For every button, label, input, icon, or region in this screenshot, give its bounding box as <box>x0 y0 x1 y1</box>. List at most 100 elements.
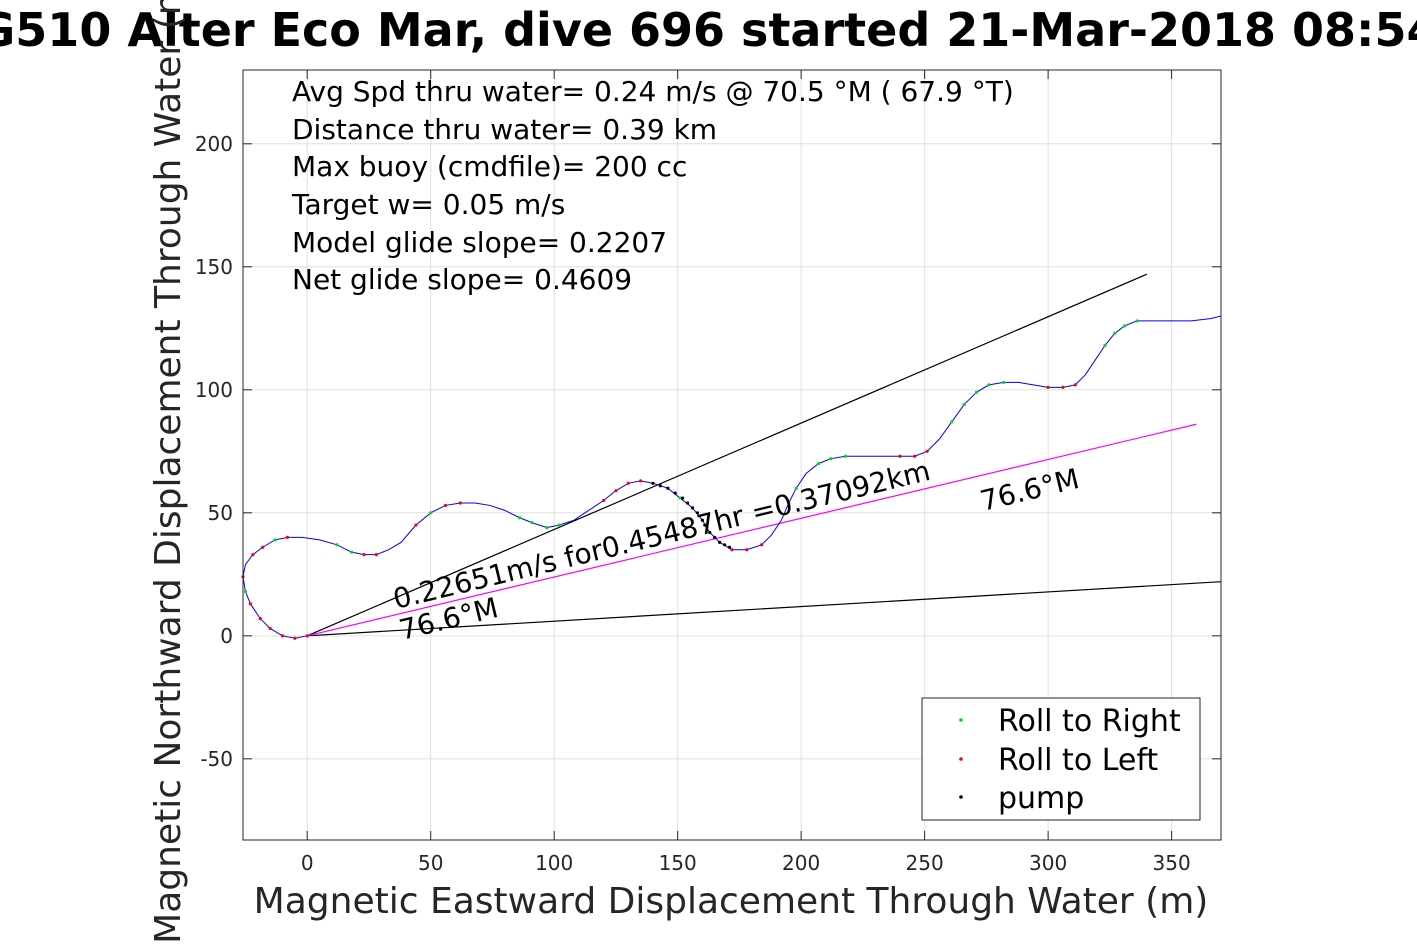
cone-line-lower <box>307 581 1222 637</box>
roll-right-point <box>678 496 682 500</box>
x-tick-label: 0 <box>301 851 314 875</box>
pump-point <box>690 506 695 510</box>
pump-point <box>718 540 722 544</box>
legend-label-pump: pump <box>998 781 1084 816</box>
roll-left-point <box>285 535 290 540</box>
x-tick-label: 300 <box>1029 851 1067 875</box>
pump-point <box>673 491 677 495</box>
roll-right-point <box>1135 319 1139 323</box>
legend-marker-roll-right <box>959 718 963 722</box>
info-target-w: Target w= 0.05 m/s <box>291 188 565 221</box>
pump-point <box>713 535 717 540</box>
roll-right-point <box>243 589 248 594</box>
cone-line-upper <box>306 273 1148 637</box>
pump-point <box>666 486 670 490</box>
pump-point <box>708 530 712 535</box>
roll-left-point <box>251 553 255 557</box>
legend-label-roll-right: Roll to Right <box>998 704 1181 739</box>
x-tick-label: 50 <box>418 851 443 875</box>
roll-right-point <box>974 390 979 394</box>
y-tick-label: 50 <box>208 501 233 525</box>
dive-info-text: Avg Spd thru water= 0.24 m/s @ 70.5 °M (… <box>291 75 1014 296</box>
grid-lines <box>243 70 1221 840</box>
roll-right-point <box>787 501 791 505</box>
roll-left-point <box>745 548 749 552</box>
roll-right-point <box>950 420 954 424</box>
tick-labels: 0 50 100 150 200 250 300 350 -50 0 50 100 150 200 <box>195 132 1191 875</box>
y-tick-label: 150 <box>195 255 233 279</box>
roll-right-point <box>962 402 966 407</box>
roll-left-point <box>443 503 448 508</box>
roll-right-point <box>816 462 821 466</box>
chart-title: G510 Alter Eco Mar, dive 696 started 21-… <box>0 3 1417 57</box>
roll-left-point <box>458 501 462 505</box>
x-tick-label: 150 <box>659 851 697 875</box>
cone-lines <box>306 273 1222 637</box>
roll-left-point <box>898 454 902 458</box>
roll-right-point <box>557 523 561 527</box>
roll-right-point <box>518 516 522 520</box>
legend-label-roll-left: Roll to Left <box>998 743 1158 778</box>
pump-point <box>658 484 662 488</box>
x-axis-label: Magnetic Eastward Displacement Through W… <box>254 881 1209 922</box>
pump-point <box>695 511 700 515</box>
roll-left-point <box>305 634 309 638</box>
legend-marker-pump <box>959 795 963 799</box>
roll-left-point <box>248 602 253 606</box>
x-tick-label: 200 <box>782 851 820 875</box>
y-tick-label: 0 <box>220 624 233 648</box>
roll-right-point <box>829 457 833 461</box>
roll-left-point <box>362 553 366 557</box>
roll-left-point <box>760 543 764 547</box>
roll-right-point <box>1103 343 1107 348</box>
pump-point <box>727 545 732 549</box>
info-max-buoy: Max buoy (cmdfile)= 200 cc <box>292 150 687 183</box>
roll-right-point <box>987 383 991 387</box>
info-avg-speed: Avg Spd thru water= 0.24 m/s @ 70.5 °M (… <box>292 75 1014 108</box>
roll-left-point <box>414 523 418 527</box>
x-tick-label: 350 <box>1153 851 1191 875</box>
track-markers <box>241 319 1139 640</box>
y-axis-label: Magnetic Northward Displacement Through … <box>148 0 189 944</box>
roll-left-point <box>280 634 285 638</box>
roll-right-point <box>335 543 339 547</box>
info-net-glide-slope: Net glide slope= 0.4609 <box>292 263 632 296</box>
pump-point <box>685 501 690 505</box>
info-model-glide-slope: Model glide slope= 0.2207 <box>292 226 667 259</box>
pump-point <box>703 523 707 527</box>
heading-line <box>307 423 1197 637</box>
roll-left-point <box>626 481 630 485</box>
roll-left-point <box>1061 385 1065 389</box>
x-tick-label: 250 <box>906 851 944 875</box>
roll-left-point <box>293 636 297 640</box>
pump-point <box>651 481 655 485</box>
roll-right-point <box>794 486 798 490</box>
roll-right-point <box>1113 331 1117 335</box>
roll-left-point <box>1073 383 1077 387</box>
pump-point <box>722 543 727 547</box>
roll-right-point <box>350 550 354 554</box>
roll-right-point <box>273 538 277 542</box>
roll-left-point <box>261 545 265 549</box>
pump-point <box>700 518 704 522</box>
roll-right-point <box>530 521 534 525</box>
info-distance: Distance thru water= 0.39 km <box>292 113 717 146</box>
roll-left-point <box>1046 385 1050 389</box>
y-tick-label: 200 <box>195 132 233 156</box>
legend: Roll to Right Roll to Left pump <box>921 697 1201 821</box>
plot-frame <box>242 69 1222 841</box>
legend-box <box>921 697 1201 821</box>
pump-point <box>681 496 685 500</box>
roll-left-point <box>268 626 272 631</box>
x-tick-label: 100 <box>535 851 573 875</box>
roll-left-point <box>614 489 618 493</box>
axis-ticks <box>243 70 1221 840</box>
roll-left-point <box>639 479 643 483</box>
roll-right-point <box>844 454 848 458</box>
roll-right-point <box>545 525 549 530</box>
legend-marker-roll-left <box>959 757 963 761</box>
roll-left-point <box>913 454 917 458</box>
roll-left-point <box>925 449 929 453</box>
roll-left-point <box>730 548 734 552</box>
